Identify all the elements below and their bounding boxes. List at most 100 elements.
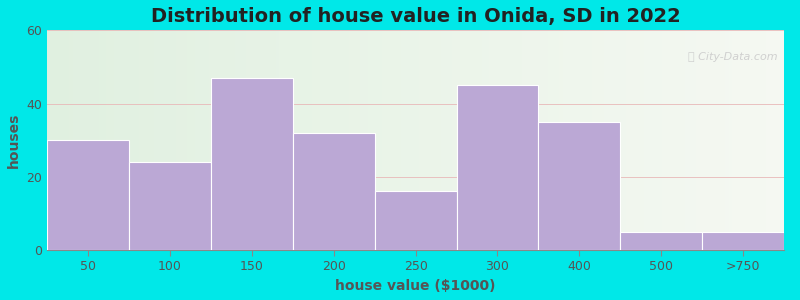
Bar: [762, 30, 766, 250]
Bar: [449, 30, 453, 250]
Bar: [770, 30, 773, 250]
Bar: [327, 30, 331, 250]
Bar: [180, 30, 183, 250]
Bar: [548, 30, 552, 250]
Bar: [566, 30, 570, 250]
Bar: [522, 30, 526, 250]
Bar: [618, 30, 622, 250]
Bar: [242, 30, 246, 250]
Bar: [51, 30, 54, 250]
Bar: [607, 30, 611, 250]
Bar: [261, 30, 265, 250]
Bar: [405, 30, 408, 250]
Bar: [102, 30, 106, 250]
Bar: [696, 30, 699, 250]
Bar: [228, 30, 231, 250]
Bar: [357, 30, 360, 250]
Bar: [714, 30, 718, 250]
Bar: [254, 30, 258, 250]
Bar: [780, 30, 784, 250]
Bar: [478, 30, 482, 250]
Bar: [725, 30, 729, 250]
Bar: [272, 30, 276, 250]
Bar: [309, 30, 313, 250]
Bar: [504, 30, 508, 250]
Bar: [530, 30, 534, 250]
Bar: [210, 30, 213, 250]
Bar: [493, 30, 497, 250]
Bar: [364, 30, 368, 250]
Bar: [316, 30, 320, 250]
Bar: [563, 30, 566, 250]
Bar: [482, 30, 486, 250]
Bar: [265, 30, 268, 250]
Bar: [213, 30, 217, 250]
Bar: [121, 30, 125, 250]
Bar: [158, 30, 162, 250]
Bar: [187, 30, 191, 250]
Bar: [338, 30, 342, 250]
Bar: [677, 30, 681, 250]
Bar: [143, 30, 146, 250]
Bar: [640, 30, 644, 250]
Bar: [386, 30, 390, 250]
Bar: [128, 30, 132, 250]
Bar: [136, 30, 139, 250]
Bar: [706, 30, 710, 250]
Bar: [47, 140, 129, 250]
Bar: [538, 30, 541, 250]
Bar: [139, 30, 143, 250]
Bar: [165, 30, 169, 250]
Bar: [382, 30, 386, 250]
Bar: [658, 30, 662, 250]
Bar: [283, 30, 286, 250]
Title: Distribution of house value in Onida, SD in 2022: Distribution of house value in Onida, SD…: [150, 7, 681, 26]
Bar: [268, 30, 272, 250]
Bar: [150, 30, 154, 250]
Bar: [541, 30, 545, 250]
Bar: [743, 30, 747, 250]
Bar: [578, 30, 582, 250]
Bar: [416, 30, 419, 250]
Bar: [146, 30, 150, 250]
Bar: [426, 30, 430, 250]
Bar: [173, 30, 176, 250]
Bar: [398, 30, 401, 250]
Bar: [674, 30, 677, 250]
Bar: [434, 30, 438, 250]
Bar: [526, 30, 530, 250]
Bar: [58, 30, 62, 250]
Bar: [334, 30, 338, 250]
Bar: [276, 30, 279, 250]
Bar: [286, 30, 290, 250]
Bar: [430, 30, 434, 250]
Bar: [114, 30, 118, 250]
Text: ⓘ City-Data.com: ⓘ City-Data.com: [688, 52, 778, 62]
Bar: [670, 30, 674, 250]
Bar: [651, 30, 655, 250]
Bar: [246, 30, 250, 250]
Bar: [84, 30, 88, 250]
Bar: [217, 30, 220, 250]
Bar: [620, 232, 702, 250]
Bar: [211, 78, 293, 250]
Bar: [710, 30, 714, 250]
Bar: [736, 30, 740, 250]
Bar: [718, 30, 722, 250]
Bar: [305, 30, 309, 250]
Bar: [751, 30, 754, 250]
Bar: [633, 30, 637, 250]
Bar: [47, 30, 51, 250]
Bar: [538, 122, 620, 250]
Bar: [777, 30, 780, 250]
Bar: [582, 30, 585, 250]
Bar: [545, 30, 548, 250]
Bar: [80, 30, 84, 250]
Bar: [183, 30, 187, 250]
Bar: [471, 30, 474, 250]
Bar: [666, 30, 670, 250]
Bar: [766, 30, 770, 250]
Bar: [374, 191, 457, 250]
Bar: [655, 30, 658, 250]
Bar: [463, 30, 467, 250]
